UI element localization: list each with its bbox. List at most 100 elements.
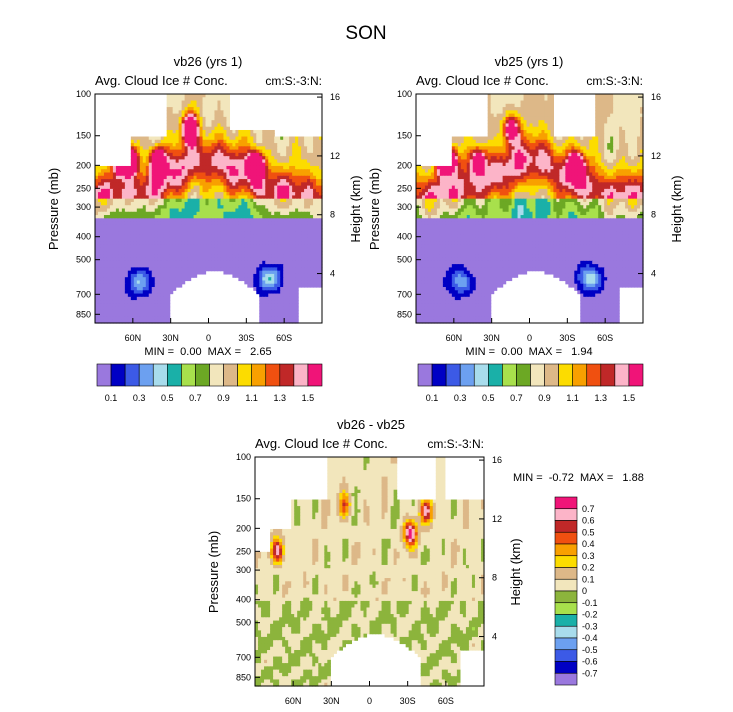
colorbar-swatch — [181, 363, 196, 387]
contour-cell — [232, 251, 236, 255]
contour-cell — [187, 133, 192, 138]
contour-cell — [175, 94, 180, 98]
contour-cell — [130, 267, 135, 272]
contour-cell — [181, 139, 186, 144]
contour-cell — [202, 234, 207, 239]
contour-cell — [151, 319, 156, 324]
contour-cell — [175, 103, 180, 108]
contour-cell — [136, 156, 141, 161]
contour-cell — [313, 244, 317, 249]
contour-cell — [145, 172, 150, 177]
contour-cell — [175, 283, 180, 288]
contour-cell — [304, 192, 308, 197]
contour-cell — [241, 251, 245, 255]
contour-cell — [289, 237, 293, 242]
contour-cell — [292, 273, 296, 278]
contour-cell — [304, 215, 308, 219]
contour-cell — [181, 270, 186, 275]
contour-cell — [112, 293, 117, 298]
contour-cell — [289, 264, 293, 268]
contour-cell — [148, 156, 153, 161]
contour-cell — [172, 165, 177, 170]
contour-cell — [142, 247, 147, 252]
contour-cell — [307, 257, 311, 262]
contour-cell — [220, 129, 225, 134]
contour-cell — [319, 270, 323, 275]
contour-cell — [271, 247, 275, 252]
contour-cell — [238, 195, 242, 200]
contour-cell — [181, 179, 186, 183]
contour-cell — [106, 319, 111, 324]
contour-cell — [229, 247, 233, 252]
contour-cell — [103, 195, 108, 200]
contour-cell — [256, 244, 260, 249]
contour-cell — [163, 300, 168, 304]
contour-cell — [187, 146, 192, 151]
contour-cell — [238, 146, 242, 151]
contour-cell — [208, 188, 213, 193]
contour-cell — [289, 228, 293, 232]
contour-cell — [247, 228, 251, 232]
contour-cell — [166, 192, 171, 197]
contour-cell — [127, 179, 132, 183]
contour-cell — [235, 254, 239, 259]
contour-cell — [196, 244, 201, 249]
contour-cell — [595, 110, 599, 115]
contour-cell — [187, 110, 192, 115]
contour-cell — [313, 162, 317, 167]
contour-cell — [178, 185, 183, 190]
contour-cell — [202, 123, 207, 128]
contour-cell — [238, 257, 242, 262]
contour-cell — [148, 237, 153, 242]
contour-cell — [118, 215, 123, 219]
contour-cell — [136, 208, 141, 213]
contour-cell — [124, 319, 129, 324]
contour-cell — [310, 264, 314, 268]
contour-cell — [277, 247, 281, 252]
contour-cell — [178, 237, 183, 242]
contour-cell — [295, 290, 299, 295]
contour-cell — [289, 139, 293, 144]
contour-cell — [208, 94, 213, 98]
contour-cell — [265, 313, 269, 318]
contour-cell — [166, 237, 171, 242]
contour-cell — [250, 215, 254, 219]
contour-cell — [175, 110, 180, 115]
contour-cell — [259, 319, 263, 324]
contour-field — [416, 94, 644, 324]
contour-cell — [172, 247, 177, 252]
contour-cell — [523, 107, 528, 111]
contour-cell — [298, 149, 302, 154]
contour-cell — [100, 293, 105, 298]
contour-cell — [166, 188, 171, 193]
contour-cell — [256, 169, 260, 174]
contour-cell — [97, 313, 102, 318]
contour-cell — [526, 107, 531, 111]
contour-cell — [121, 319, 126, 324]
contour-cell — [550, 94, 554, 98]
contour-cell — [301, 192, 305, 197]
contour-cell — [226, 257, 231, 262]
contour-cell — [187, 107, 192, 111]
contour-cell — [121, 185, 126, 190]
contour-cell — [109, 205, 114, 210]
contour-cell — [112, 257, 117, 262]
contour-cell — [169, 211, 174, 216]
contour-cell — [124, 280, 129, 285]
contour-cell — [109, 296, 114, 301]
contour-cell — [136, 139, 141, 144]
contour-cell — [208, 241, 213, 246]
contour-cell — [202, 179, 207, 183]
contour-cell — [256, 188, 260, 193]
contour-cell — [136, 228, 141, 232]
contour-cell — [190, 195, 195, 200]
contour-cell — [163, 267, 168, 272]
contour-cell — [151, 139, 156, 144]
contour-cell — [184, 241, 189, 246]
y-tick-label: 150 — [76, 131, 91, 141]
contour-cell — [256, 162, 260, 167]
contour-cell — [601, 107, 605, 111]
contour-cell — [616, 97, 620, 102]
contour-cell — [271, 313, 275, 318]
contour-cell — [97, 185, 102, 190]
